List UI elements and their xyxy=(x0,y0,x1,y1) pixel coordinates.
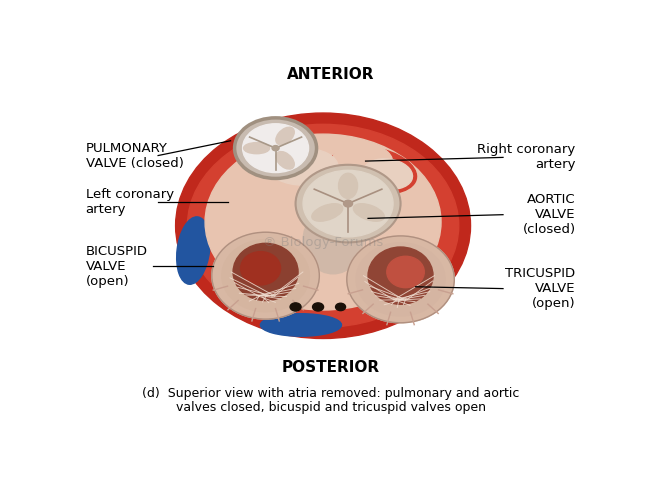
Ellipse shape xyxy=(233,243,298,300)
Ellipse shape xyxy=(241,252,281,285)
Text: (d)  Superior view with atria removed: pulmonary and aortic: (d) Superior view with atria removed: pu… xyxy=(142,387,519,400)
Ellipse shape xyxy=(244,143,270,154)
Circle shape xyxy=(335,303,346,311)
Text: POSTERIOR: POSTERIOR xyxy=(281,360,380,375)
Ellipse shape xyxy=(330,146,417,194)
Ellipse shape xyxy=(347,236,454,323)
Text: ® Biology-Forums: ® Biology-Forums xyxy=(263,236,383,249)
Ellipse shape xyxy=(356,243,445,316)
Ellipse shape xyxy=(268,148,338,185)
Circle shape xyxy=(290,303,301,311)
Text: AORTIC
VALVE
(closed): AORTIC VALVE (closed) xyxy=(522,193,575,236)
Ellipse shape xyxy=(175,113,470,338)
Circle shape xyxy=(235,118,317,179)
Ellipse shape xyxy=(387,256,424,288)
Text: PULMONARY
VALVE (closed): PULMONARY VALVE (closed) xyxy=(86,142,183,169)
Text: valves closed, bicuspid and tricuspid valves open: valves closed, bicuspid and tricuspid va… xyxy=(175,401,486,415)
Ellipse shape xyxy=(303,207,363,274)
Ellipse shape xyxy=(177,217,210,284)
Ellipse shape xyxy=(222,240,310,312)
Ellipse shape xyxy=(188,124,459,327)
Ellipse shape xyxy=(212,232,319,319)
Circle shape xyxy=(243,124,308,172)
Ellipse shape xyxy=(276,127,294,145)
Circle shape xyxy=(295,165,401,242)
Text: Left coronary
artery: Left coronary artery xyxy=(86,188,174,216)
Ellipse shape xyxy=(364,159,413,189)
Ellipse shape xyxy=(276,152,294,169)
Ellipse shape xyxy=(368,247,433,304)
Text: TRICUSPID
VALVE
(open): TRICUSPID VALVE (open) xyxy=(506,267,575,310)
Circle shape xyxy=(313,303,324,311)
Text: BICUSPID
VALVE
(open): BICUSPID VALVE (open) xyxy=(86,245,148,288)
Ellipse shape xyxy=(339,173,357,198)
Text: ANTERIOR: ANTERIOR xyxy=(287,67,374,82)
Circle shape xyxy=(303,170,393,237)
Ellipse shape xyxy=(205,134,441,310)
Text: Right coronary
artery: Right coronary artery xyxy=(477,144,575,171)
Circle shape xyxy=(344,200,353,207)
Ellipse shape xyxy=(333,142,393,176)
Ellipse shape xyxy=(312,204,342,221)
Ellipse shape xyxy=(261,314,341,336)
Circle shape xyxy=(272,145,279,151)
Ellipse shape xyxy=(353,204,384,221)
